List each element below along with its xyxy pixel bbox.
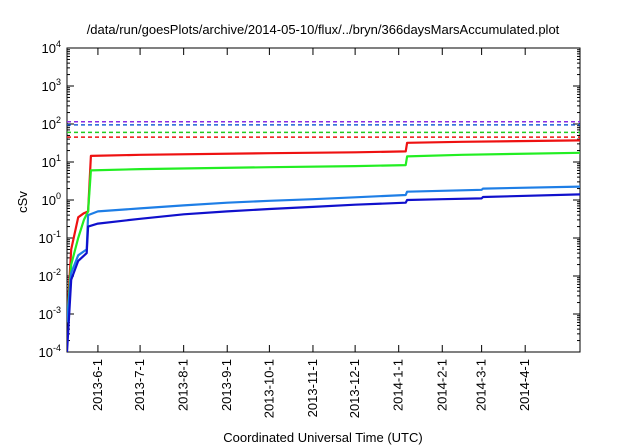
x-tick-label: 2013-12-1 [347, 359, 362, 418]
plot-frame [66, 47, 581, 353]
x-tick-label: 2013-7-1 [132, 359, 147, 411]
y-tick-label: 10-4 [39, 343, 61, 360]
series-line [67, 185, 580, 323]
x-tick-label: 2014-1-1 [391, 359, 406, 411]
series-line [67, 193, 580, 352]
y-tick-label: 100 [42, 191, 61, 208]
x-tick-label: 2014-3-1 [474, 359, 489, 411]
x-tick-label: 2014-4-1 [517, 359, 532, 411]
x-tick-label: 2013-8-1 [176, 359, 191, 411]
y-tick-label: 101 [42, 153, 61, 170]
series-line [67, 151, 580, 323]
x-tick-label: 2013-10-1 [261, 359, 276, 418]
series-line [67, 139, 580, 323]
x-tick-label: 2013-11-1 [305, 359, 320, 417]
series-lines [67, 139, 580, 352]
x-axis-ticks: 2013-6-1 2013-7-1 2013-8-1 2013-9-1 2013-10-… [90, 48, 532, 418]
threshold-lines [67, 120, 580, 138]
x-axis-label: Coordinated Universal Time (UTC) [223, 430, 422, 445]
y-tick-label: 102 [42, 115, 61, 132]
y-tick-label: 10-3 [39, 305, 61, 322]
x-tick-label: 2013-9-1 [219, 359, 234, 411]
y-tick-label: 10-1 [39, 229, 61, 246]
chart-title: /data/run/goesPlots/archive/2014-05-10/f… [87, 22, 560, 37]
y-axis-label: cSv [15, 191, 30, 213]
y-tick-label: 10-2 [39, 267, 61, 284]
y-tick-label: 103 [42, 77, 61, 94]
x-tick-label: 2014-2-1 [434, 359, 449, 411]
y-tick-label: 104 [42, 39, 61, 56]
x-tick-label: 2013-6-1 [90, 359, 105, 411]
